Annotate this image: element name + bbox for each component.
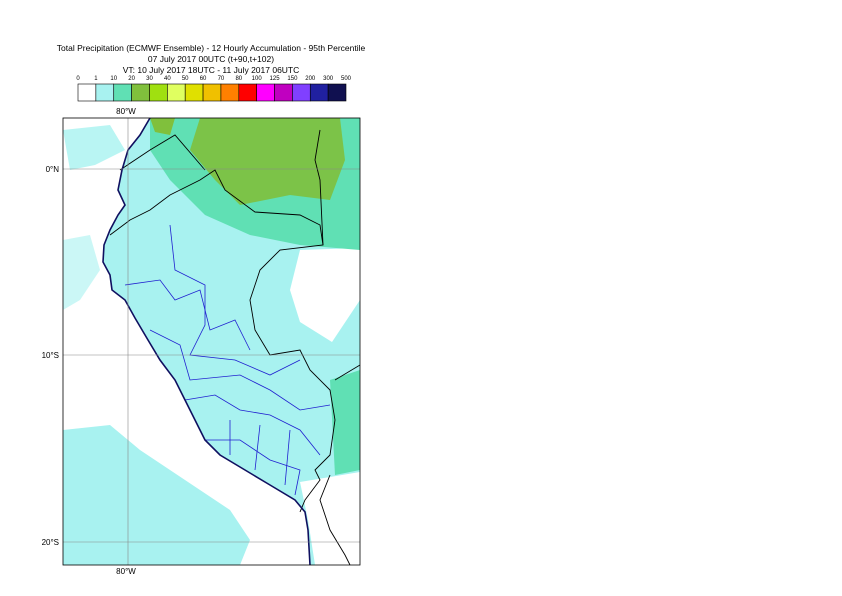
legend-swatch	[220, 83, 240, 102]
legend-label: 500	[341, 76, 352, 82]
legend-label: 100	[252, 76, 263, 82]
legend-swatch	[274, 83, 293, 102]
legend-label: 0	[76, 76, 80, 82]
country-border	[314, 129, 324, 246]
precip-area	[150, 118, 175, 135]
map-frame	[62, 117, 361, 566]
dry-area	[290, 248, 360, 342]
lon-label: 80°W	[116, 107, 136, 116]
legend-swatch	[149, 83, 168, 102]
region-border	[169, 224, 301, 376]
precip-area	[63, 235, 100, 310]
region-border	[229, 420, 291, 486]
legend-swatch	[309, 83, 329, 102]
borders	[109, 129, 360, 565]
legend-swatch	[256, 83, 275, 102]
region-border	[205, 439, 301, 496]
precip-area	[63, 425, 250, 565]
legend-label: 300	[323, 76, 334, 82]
legend-swatch	[202, 83, 222, 102]
title-line: Total Precipitation (ECMWF Ensemble) - 1…	[57, 43, 366, 53]
legend-swatch	[77, 83, 97, 102]
country-border	[119, 134, 206, 171]
region-border	[184, 394, 321, 456]
legend-swatch	[327, 83, 347, 102]
region-border	[124, 279, 251, 351]
subtitle-line: VT: 10 July 2017 18UTC - 11 July 2017 06…	[123, 65, 300, 75]
precip-area	[63, 125, 125, 170]
precip-area	[330, 370, 360, 475]
legend-label: 60	[200, 76, 207, 82]
legend-label: 150	[287, 76, 298, 82]
regions	[124, 224, 331, 496]
legend-swatch	[292, 83, 311, 102]
legend-swatch	[113, 83, 132, 102]
legend-swatch	[184, 83, 204, 102]
coastline	[102, 118, 311, 565]
legend-label: 80	[235, 76, 242, 82]
legend-swatch	[95, 83, 115, 102]
lat-label: 10°S	[42, 351, 59, 360]
precip-area	[190, 118, 345, 205]
subtitle-line: 07 July 2017 00UTC (t+90,t+102)	[148, 54, 274, 64]
legend-label: 1	[94, 76, 98, 82]
legend-label: 200	[305, 76, 316, 82]
graticule	[63, 118, 360, 565]
country-border	[334, 364, 360, 381]
legend-label: 10	[110, 76, 117, 82]
country-border	[319, 474, 351, 565]
legend-label: 40	[164, 76, 171, 82]
country-border	[109, 169, 336, 513]
legend-label: 125	[270, 76, 281, 82]
legend-label: 20	[128, 76, 135, 82]
lon-label: 80°W	[116, 567, 136, 576]
legend-swatch	[238, 83, 257, 102]
legend-label: 70	[218, 76, 225, 82]
lat-label: 0°N	[46, 165, 60, 174]
map	[63, 118, 360, 565]
legend: 0 1 10 20 30 40 50 60 70 80 100 125 150 200 300 500	[76, 76, 352, 102]
legend-swatch	[131, 83, 150, 102]
lat-label: 20°S	[42, 538, 59, 547]
region-border	[149, 329, 331, 411]
legend-swatch	[167, 83, 186, 102]
legend-label: 30	[146, 76, 153, 82]
legend-label: 50	[182, 76, 189, 82]
